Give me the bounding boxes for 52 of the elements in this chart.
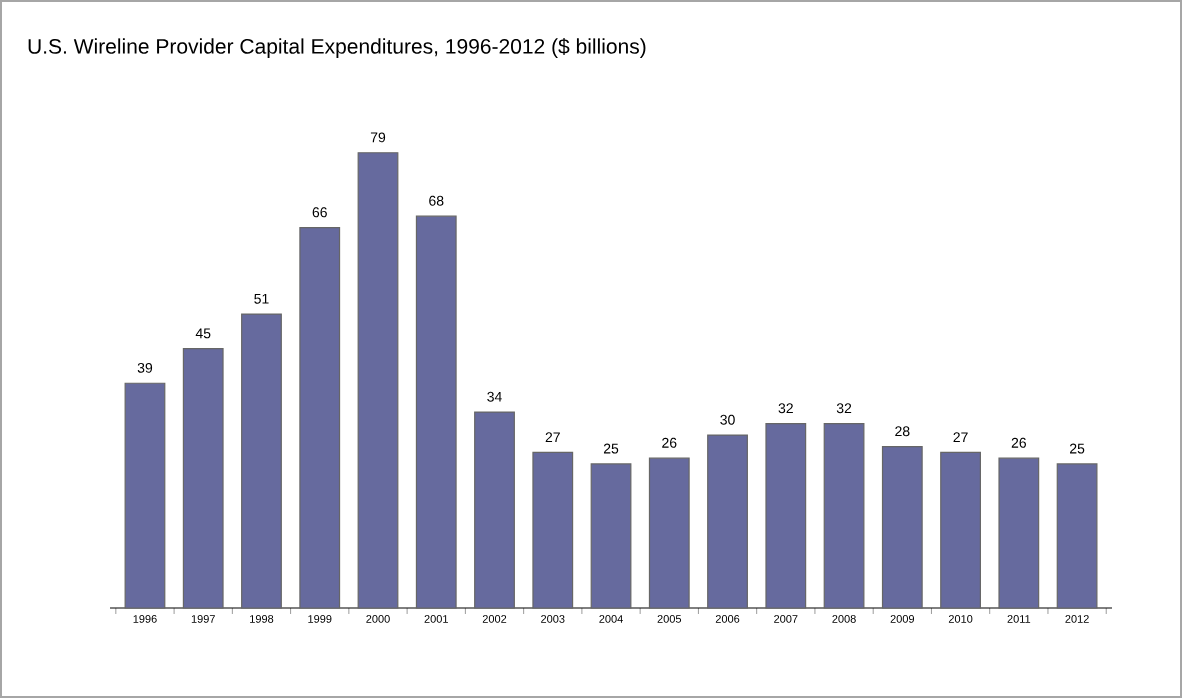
data-label: 25 — [1070, 443, 1085, 454]
bar — [357, 152, 399, 609]
data-label: 68 — [429, 195, 444, 206]
x-tick-label: 2003 — [541, 615, 565, 623]
bar — [124, 382, 166, 609]
x-tick-label: 2005 — [657, 615, 682, 623]
data-label: 45 — [195, 328, 211, 339]
x-tick-label: 1999 — [308, 615, 332, 623]
data-label: 25 — [603, 443, 619, 454]
data-label: 66 — [312, 207, 327, 218]
bar — [299, 227, 341, 609]
data-label: 32 — [836, 403, 852, 414]
data-label: 32 — [778, 403, 793, 414]
x-tick-label: 2007 — [774, 615, 798, 623]
bar — [823, 422, 865, 609]
bar — [881, 446, 923, 609]
x-tick-label: 2011 — [1007, 615, 1031, 623]
x-tick-label: 2012 — [1065, 615, 1089, 623]
x-tick-label: 1996 — [133, 615, 157, 623]
bar — [1056, 463, 1098, 609]
x-tick-label: 1997 — [191, 615, 215, 623]
data-label: 79 — [370, 132, 386, 143]
data-label: 26 — [662, 437, 677, 448]
bar — [648, 457, 690, 609]
x-tick-label: 2008 — [832, 615, 856, 623]
bar — [474, 411, 515, 609]
x-tick-label: 2006 — [715, 615, 740, 623]
data-label: 51 — [254, 293, 269, 304]
bar — [998, 457, 1040, 609]
x-tick-label: 2004 — [599, 615, 623, 623]
bar — [940, 451, 981, 609]
data-label: 28 — [895, 426, 910, 437]
bar — [182, 348, 224, 609]
bar — [707, 434, 748, 609]
x-tick-label: 2001 — [424, 615, 448, 623]
data-label: 30 — [720, 414, 735, 425]
data-label: 39 — [137, 362, 153, 373]
bar — [415, 215, 457, 609]
x-tick-label: 1998 — [250, 615, 274, 623]
data-label: 34 — [487, 391, 502, 402]
bar — [532, 451, 574, 609]
x-tick-label: 2002 — [482, 615, 507, 623]
bar — [241, 313, 282, 609]
bar — [590, 463, 632, 609]
data-label: 27 — [953, 432, 968, 442]
data-label: 27 — [545, 432, 560, 442]
x-tick-label: 2010 — [948, 615, 973, 623]
x-tick-label: 2000 — [366, 615, 390, 623]
data-label: 26 — [1011, 437, 1026, 448]
chart-title: U.S. Wireline Provider Capital Expenditures, 1996-2012 ($ billions) — [28, 38, 646, 58]
x-tick-label: 2009 — [890, 615, 915, 623]
bar — [765, 422, 807, 609]
